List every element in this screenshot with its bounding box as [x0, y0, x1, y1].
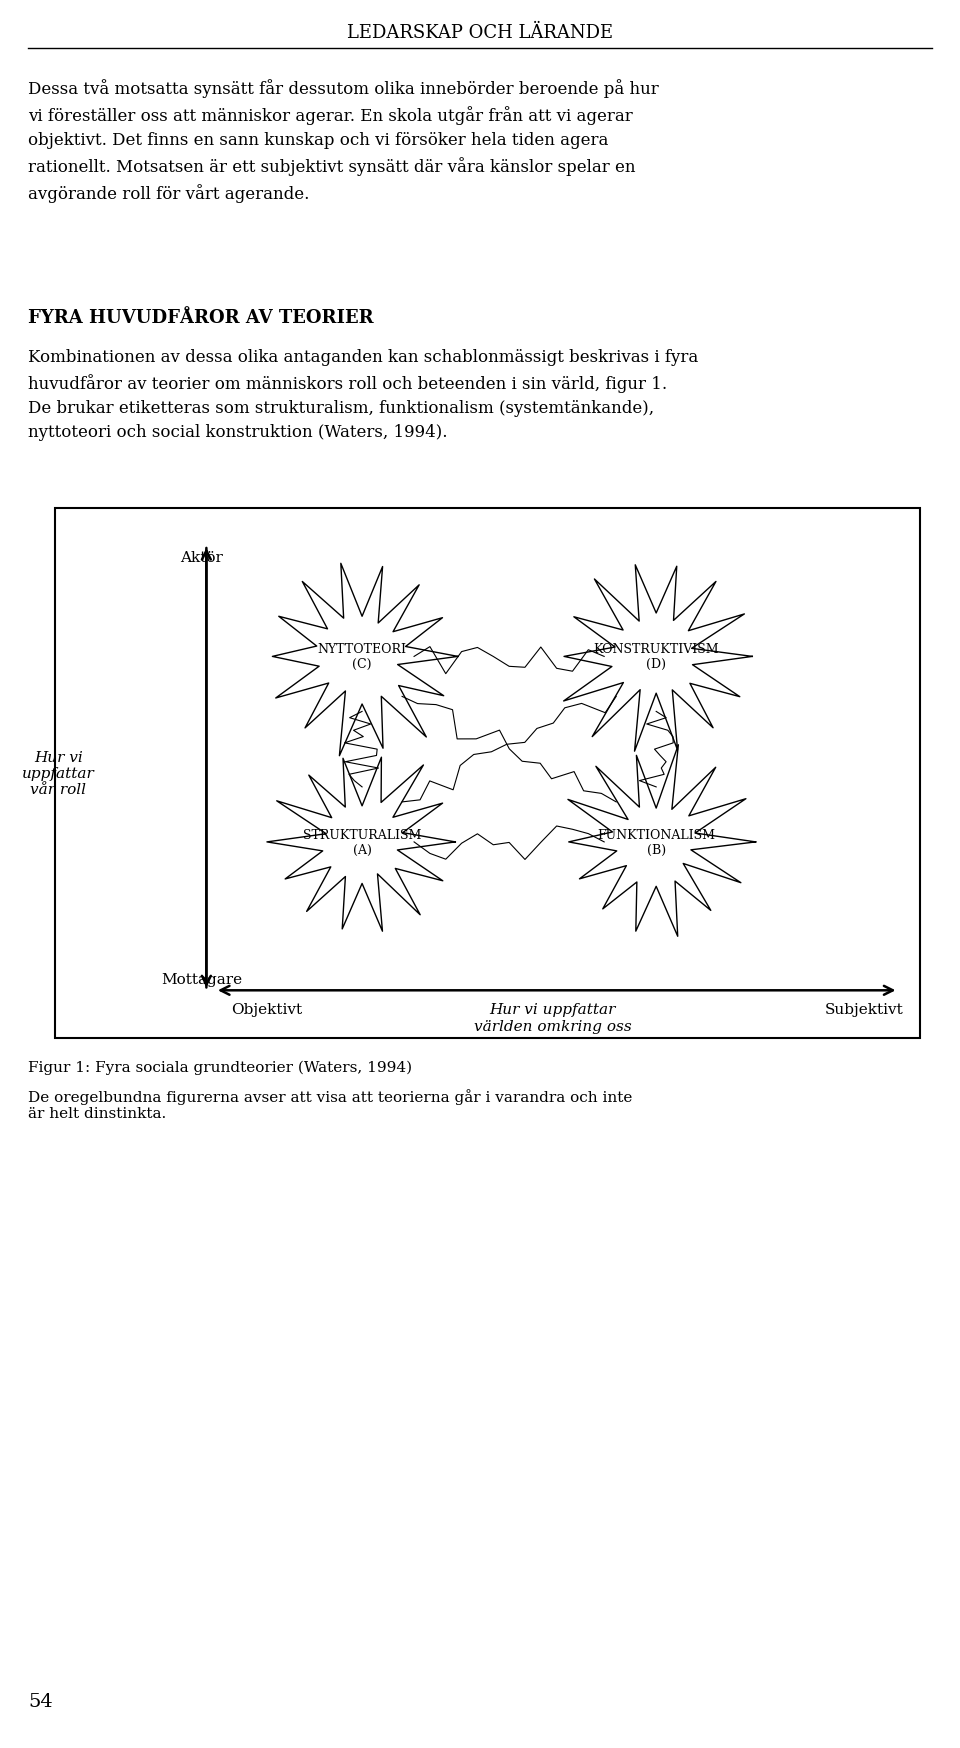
Text: Figur 1: Fyra sociala grundteorier (Waters, 1994): Figur 1: Fyra sociala grundteorier (Wate…: [28, 1061, 412, 1075]
Text: 54: 54: [28, 1692, 53, 1710]
Text: FYRA HUVUDFÅROR AV TEORIER: FYRA HUVUDFÅROR AV TEORIER: [28, 309, 373, 327]
Text: NYTTOTEORI
(C): NYTTOTEORI (C): [318, 643, 407, 671]
Text: KONSTRUKTIVISM
(D): KONSTRUKTIVISM (D): [593, 643, 719, 671]
Text: Kombinationen av dessa olika antaganden kan schablonmässigt beskrivas i fyra
huv: Kombinationen av dessa olika antaganden …: [28, 350, 698, 440]
Text: Subjektivt: Subjektivt: [825, 1003, 903, 1017]
Text: Hur vi uppfattar
världen omkring oss: Hur vi uppfattar världen omkring oss: [473, 1003, 632, 1033]
Text: LEDARSKAP OCH LÄRANDE: LEDARSKAP OCH LÄRANDE: [347, 24, 613, 42]
Text: Objektivt: Objektivt: [231, 1003, 302, 1017]
Text: FUNKTIONALISM
(B): FUNKTIONALISM (B): [597, 829, 715, 857]
Text: Mottagare: Mottagare: [161, 972, 242, 986]
Bar: [55, 509, 920, 1038]
Text: Aktör: Aktör: [180, 551, 223, 565]
Text: STRUKTURALISM
(A): STRUKTURALISM (A): [303, 829, 421, 857]
Text: De oregelbundna figurerna avser att visa att teorierna går i varandra och inte
ä: De oregelbundna figurerna avser att visa…: [28, 1089, 633, 1120]
Text: Dessa två motsatta synsätt får dessutom olika innebörder beroende på hur
vi före: Dessa två motsatta synsätt får dessutom …: [28, 79, 659, 203]
Text: Hur vi
uppfattar
vår roll: Hur vi uppfattar vår roll: [22, 750, 95, 797]
